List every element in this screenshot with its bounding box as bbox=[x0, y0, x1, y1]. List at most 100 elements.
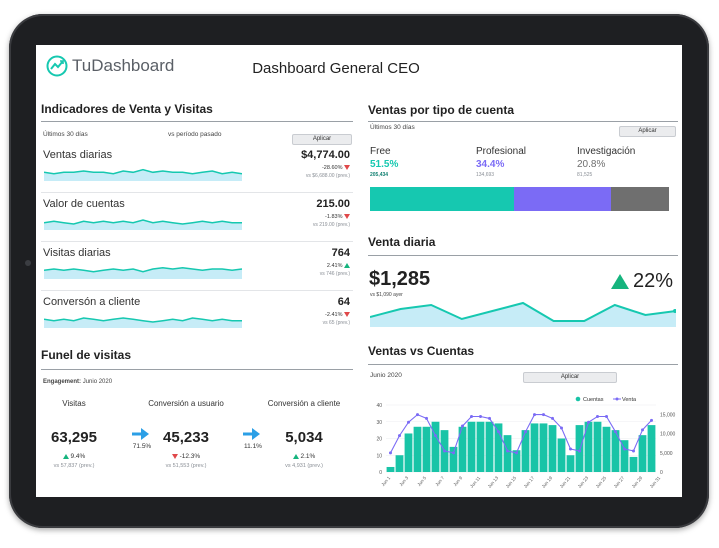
account-type-count: 205,434 bbox=[370, 172, 389, 178]
metric-delta: -1.83% bbox=[256, 214, 350, 220]
daily-trend-area bbox=[370, 303, 676, 327]
x-tick: Jun 19 bbox=[541, 475, 554, 489]
point-venta bbox=[479, 414, 482, 418]
metric-delta-value: -28.60% bbox=[321, 165, 343, 171]
logo[interactable]: TuDashboard bbox=[46, 55, 174, 77]
divider bbox=[41, 121, 353, 122]
funnel-step-value: 63,295 bbox=[51, 429, 97, 446]
bar-cuentas bbox=[575, 425, 584, 472]
daily-value: $1,285 bbox=[369, 268, 431, 290]
account-type-pct: 20.8% bbox=[577, 159, 606, 170]
bar-cuentas bbox=[629, 456, 638, 472]
funnel-step-prev: vs 57,837 (prev.) bbox=[53, 463, 95, 469]
point-venta bbox=[569, 447, 572, 451]
funnel-step-label: Conversión a usuario bbox=[148, 399, 224, 408]
point-venta bbox=[596, 414, 599, 418]
bar-cuentas bbox=[494, 423, 503, 472]
funnel-step-label: Visitas bbox=[62, 399, 86, 408]
x-tick: Jun 1 bbox=[380, 475, 391, 487]
funnel-step-prev: vs 4,931 (prev.) bbox=[285, 463, 323, 469]
point-venta bbox=[650, 418, 653, 422]
funnel-step-label: Conversión a cliente bbox=[267, 399, 341, 408]
sparkline-line bbox=[44, 168, 242, 175]
point-venta bbox=[515, 451, 518, 455]
trend-logo-icon bbox=[46, 55, 68, 77]
daily-change: 22% bbox=[611, 270, 673, 293]
y-left-tick: 10 bbox=[376, 453, 382, 459]
x-tick: Jun 9 bbox=[452, 475, 463, 487]
sparkline-area bbox=[44, 220, 242, 230]
account-stacked-bar bbox=[370, 187, 669, 211]
up-arrow-icon bbox=[62, 453, 69, 459]
logo-text: TuDashboard bbox=[72, 56, 175, 75]
metric-sparkline bbox=[44, 219, 242, 230]
metric-sparkline bbox=[44, 168, 242, 181]
arrow-right-icon bbox=[132, 428, 149, 440]
bar-cuentas bbox=[485, 421, 494, 472]
legend-label: Cuentas bbox=[583, 397, 604, 403]
daily-change-value: 22% bbox=[633, 270, 674, 292]
point-venta bbox=[434, 434, 437, 438]
point-venta bbox=[614, 430, 617, 434]
camera bbox=[25, 260, 31, 266]
point-venta bbox=[506, 449, 509, 453]
metric-prev: vs 746 (prev.) bbox=[319, 271, 350, 277]
sales-compare: vs período pasado bbox=[168, 131, 222, 138]
point-venta bbox=[524, 430, 527, 434]
x-tick: Jun 25 bbox=[595, 475, 608, 489]
x-tick: Jun 11 bbox=[469, 475, 482, 489]
divider bbox=[368, 364, 678, 365]
up-arrow-icon bbox=[344, 263, 350, 269]
funnel-step-prev: vs 51,553 (prev.) bbox=[165, 463, 207, 469]
sparkline-line bbox=[44, 317, 242, 323]
funnel-step-value: 45,233 bbox=[163, 429, 209, 446]
y-left-tick: 0 bbox=[379, 470, 382, 476]
page-title: Dashboard General CEO bbox=[252, 60, 420, 77]
divider bbox=[41, 241, 353, 242]
sales-section-title: Indicadores de Venta y Visitas bbox=[41, 102, 213, 116]
arrow-right-icon bbox=[243, 428, 260, 440]
metric-delta-value: 2.41% bbox=[326, 263, 343, 269]
point-venta bbox=[407, 420, 410, 424]
x-tick: Jun 7 bbox=[434, 475, 445, 487]
x-tick: Jun 21 bbox=[559, 475, 572, 489]
bar-cuentas bbox=[593, 421, 602, 472]
bar-cuentas bbox=[602, 426, 611, 472]
bar-cuentas bbox=[386, 466, 395, 472]
point-venta bbox=[533, 413, 536, 417]
up-arrow-icon bbox=[611, 274, 629, 289]
point-venta bbox=[488, 416, 491, 420]
vvc-apply-button[interactable]: Aplicar bbox=[523, 372, 617, 383]
ventas-vs-cuentas-chart: 0 10 20 30 40 0 5,000 10,000 15,000 Jun 1 Jun 3 Jun… bbox=[376, 396, 676, 489]
y-left-tick: 20 bbox=[376, 437, 382, 443]
bar-cuentas bbox=[395, 455, 404, 472]
point-venta bbox=[443, 449, 446, 453]
point-venta bbox=[398, 434, 401, 438]
metric-delta: 2.41% bbox=[256, 263, 350, 269]
bar-cuentas bbox=[413, 426, 422, 472]
x-tick: Jun 23 bbox=[577, 475, 590, 489]
daily-prev: vs $1,090 ayer bbox=[370, 292, 403, 298]
accounts-apply-button[interactable]: Aplicar bbox=[619, 126, 676, 137]
point-venta bbox=[632, 449, 635, 453]
sparkline-line bbox=[44, 266, 242, 273]
divider bbox=[41, 192, 353, 193]
y-left-tick: 40 bbox=[376, 403, 382, 409]
y-right-tick: 10,000 bbox=[660, 432, 676, 438]
bar-cuentas bbox=[584, 421, 593, 472]
account-type-pct: 51.5% bbox=[370, 159, 399, 170]
dashboard-screen: TuDashboard Dashboard General CEO Indica… bbox=[36, 45, 682, 497]
down-arrow-icon bbox=[171, 453, 178, 459]
point-venta bbox=[641, 428, 644, 432]
point-venta bbox=[452, 451, 455, 455]
legend-label: Venta bbox=[622, 397, 637, 403]
point-venta bbox=[497, 430, 500, 434]
line-venta bbox=[390, 413, 652, 454]
vvc-section-title: Ventas vs Cuentas bbox=[368, 344, 475, 358]
point-venta bbox=[470, 414, 473, 418]
account-bar-segment bbox=[610, 187, 669, 211]
account-type-name: Profesional bbox=[476, 146, 527, 157]
bar-cuentas bbox=[539, 423, 548, 472]
y-right-tick: 5,000 bbox=[660, 451, 673, 457]
sales-apply-button[interactable]: Aplicar bbox=[292, 134, 352, 145]
